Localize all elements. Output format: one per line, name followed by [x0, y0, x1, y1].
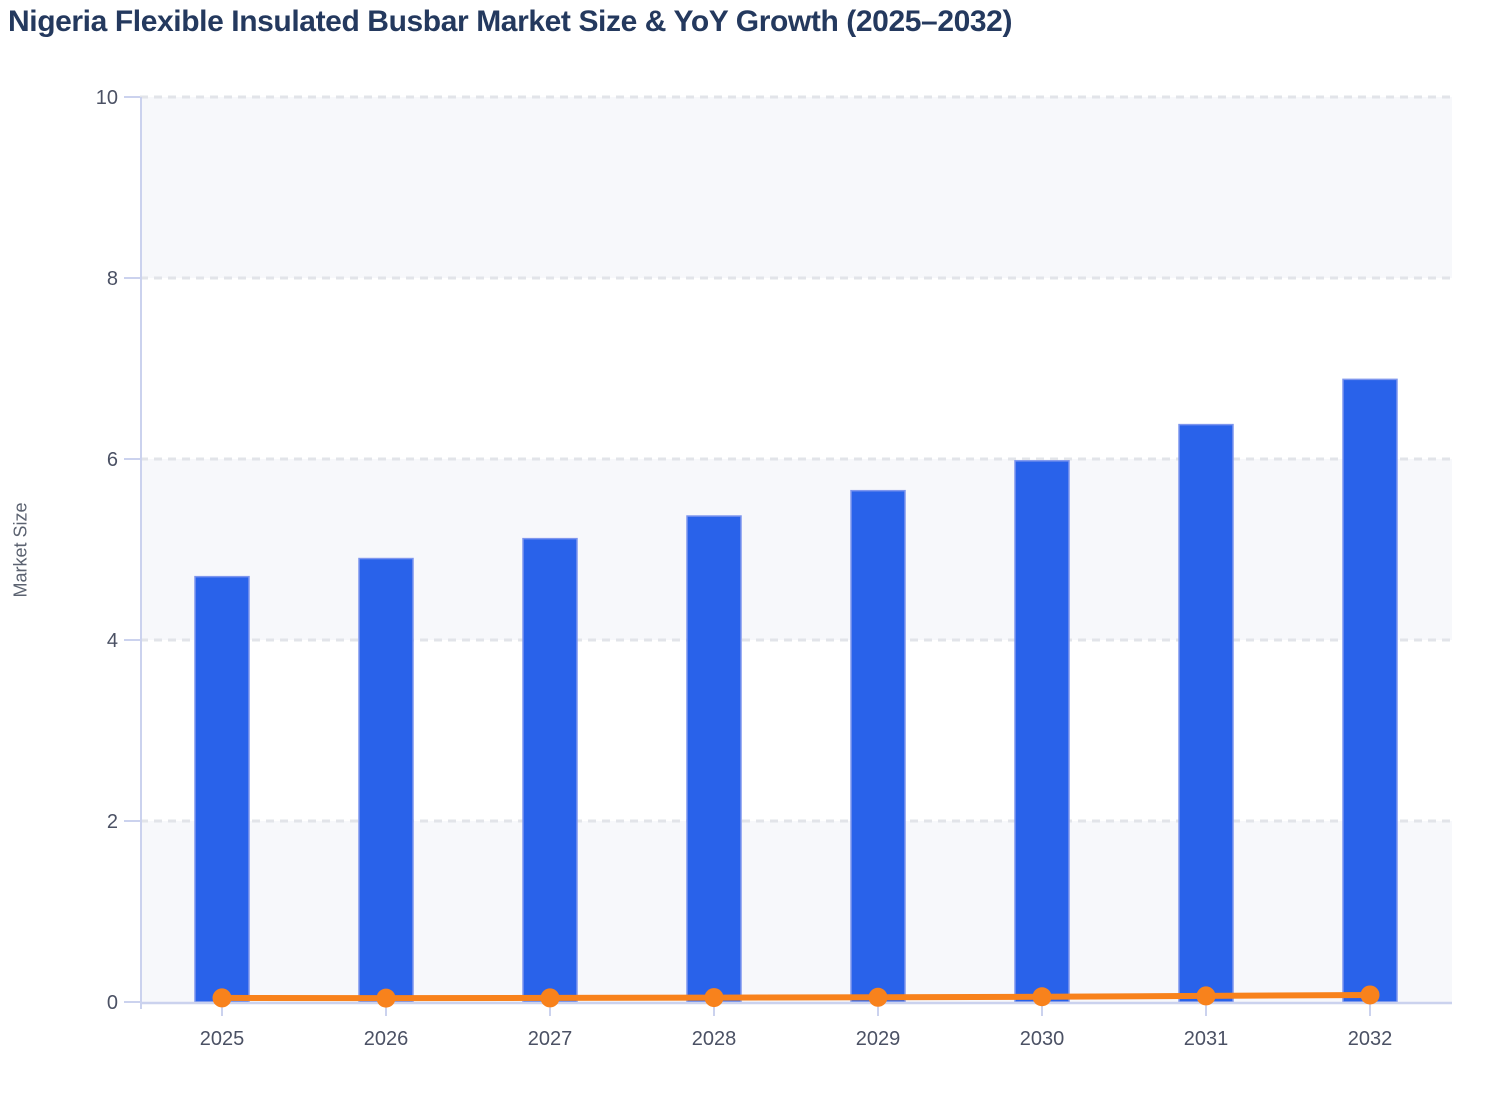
bar-2031 [1178, 423, 1234, 1003]
yoy-marker-2029 [868, 987, 888, 1007]
yoy-marker-2032 [1360, 985, 1380, 1005]
x-tick-label: 2028 [692, 1028, 737, 1050]
bar-2029 [850, 489, 906, 1003]
y-tick-label: 4 [107, 630, 118, 652]
y-axis-title: Market Size [10, 502, 31, 598]
bar-2032 [1342, 378, 1398, 1003]
plot-area: 0 2 4 6 8 10 2025 2026 2027 2028 2029 2030 2031 2032 [96, 87, 1452, 1050]
plot-band [140, 821, 1452, 1002]
yoy-marker-2026 [376, 988, 396, 1008]
x-tick-label: 2030 [1020, 1028, 1065, 1050]
y-tick-label: 0 [107, 992, 118, 1014]
yoy-marker-2031 [1196, 986, 1216, 1006]
chart-title: Nigeria Flexible Insulated Busbar Market… [8, 5, 1013, 38]
x-tick-label: 2029 [856, 1028, 901, 1050]
yoy-marker-2025 [212, 988, 232, 1008]
yoy-marker-2027 [540, 988, 560, 1008]
bar-2030 [1014, 460, 1070, 1003]
bar-2028 [686, 515, 742, 1003]
y-tick-label: 6 [107, 449, 118, 471]
bar-2025 [194, 575, 250, 1003]
y-tick-label: 10 [96, 87, 118, 109]
plot-band [140, 459, 1452, 640]
plot-band [140, 97, 1452, 278]
yoy-growth-line [219, 991, 1373, 1002]
bar-2026 [358, 557, 414, 1003]
x-tick-label: 2025 [200, 1028, 245, 1050]
x-tick-label: 2032 [1348, 1028, 1393, 1050]
yoy-marker-2028 [704, 988, 724, 1008]
x-tick-label: 2026 [364, 1028, 409, 1050]
y-tick-label: 2 [107, 811, 118, 833]
bar-2027 [522, 537, 578, 1003]
y-tick-label: 8 [107, 268, 118, 290]
yoy-marker-2030 [1032, 987, 1052, 1007]
x-tick-label: 2031 [1184, 1028, 1229, 1050]
x-tick-label: 2027 [528, 1028, 573, 1050]
